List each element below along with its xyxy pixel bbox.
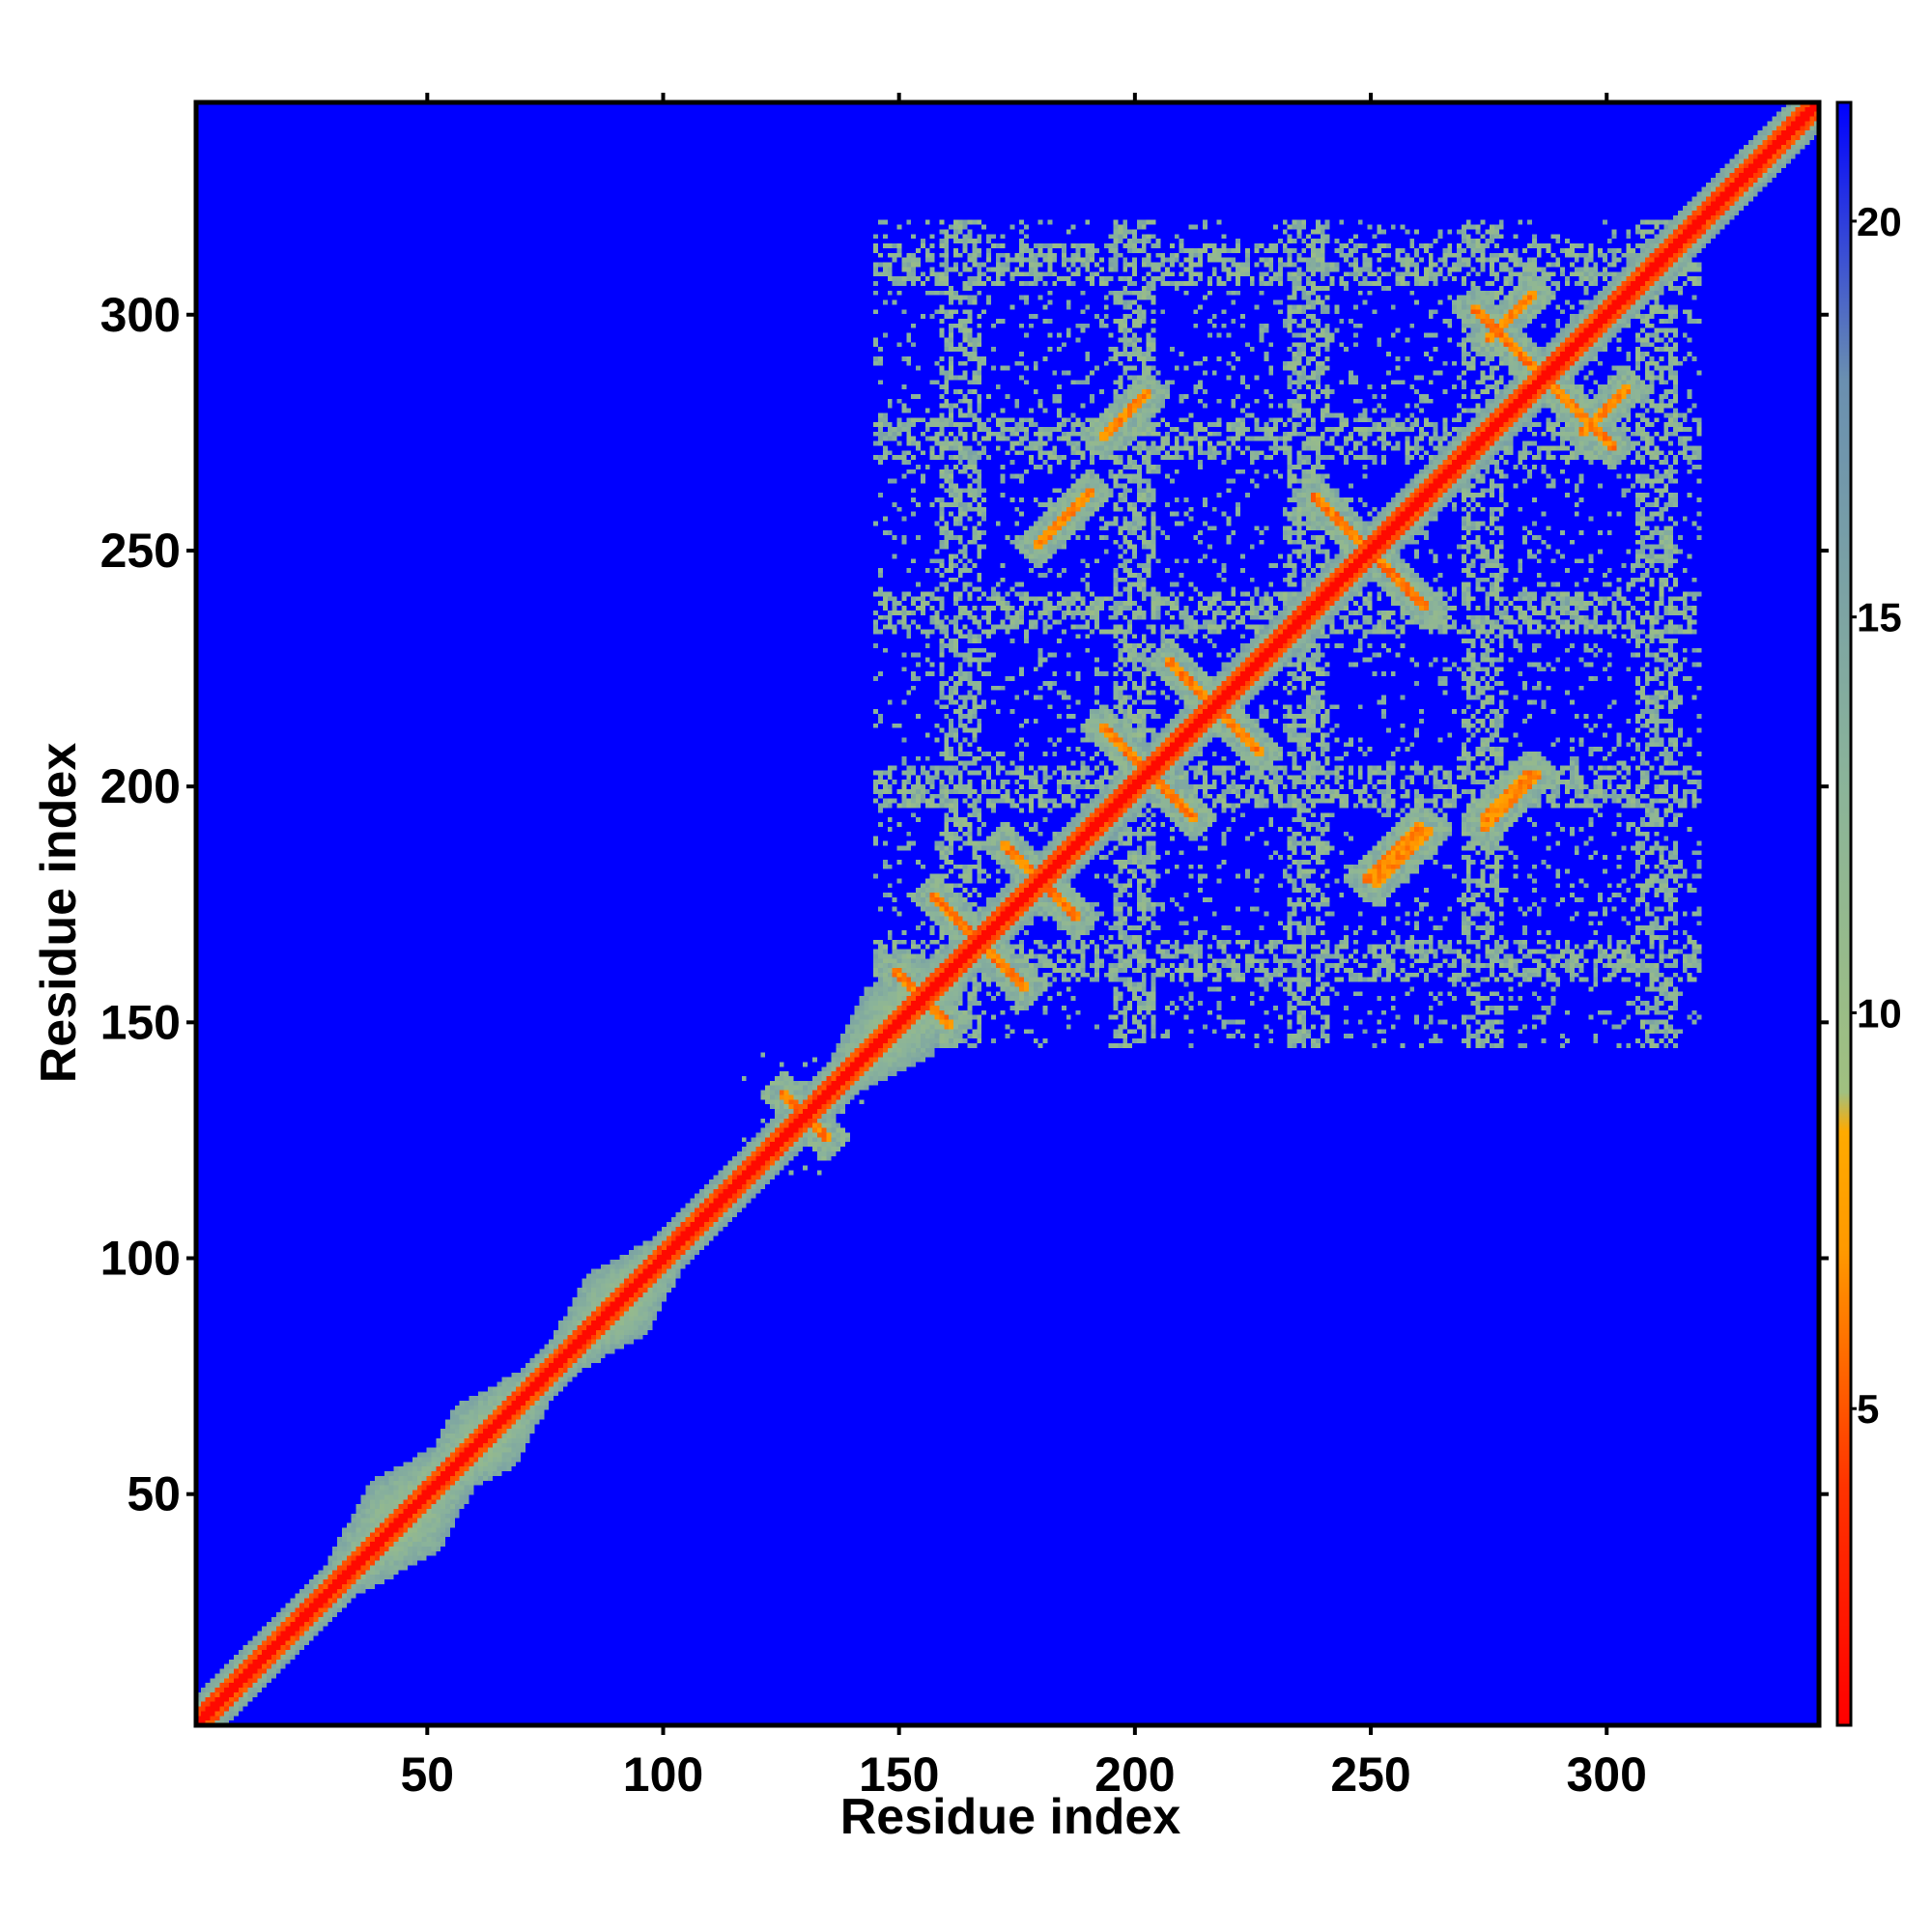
colorbar-tick-label: 20: [1857, 199, 1902, 244]
x-axis-title: Residue index: [840, 1789, 1181, 1845]
colorbar-tick-label: 10: [1857, 990, 1902, 1036]
y-axis-title: Residue index: [31, 743, 87, 1084]
x-tick-label: 300: [1567, 1747, 1647, 1802]
heatmap-image: [196, 102, 1819, 1725]
colorbar-bar: [1835, 100, 1853, 1727]
colorbar-tick-label: 5: [1857, 1386, 1879, 1432]
y-tick-label: 300: [100, 288, 181, 342]
x-tick-label: 250: [1330, 1747, 1410, 1802]
x-tick-label: 50: [400, 1747, 454, 1802]
x-tick-label: 200: [1094, 1747, 1175, 1802]
axes: 50 100 150 200 250 300 50 100 150 200 250 300: [100, 93, 1829, 1802]
colorbar-tick-label: 15: [1857, 595, 1902, 640]
y-tick-label: 200: [100, 759, 181, 813]
y-tick-label: 150: [100, 995, 181, 1049]
x-tick-label: 150: [859, 1747, 939, 1802]
colorbar: 5 10 15 20: [1835, 100, 1902, 1727]
x-tick-label: 100: [623, 1747, 703, 1802]
y-tick-label: 50: [127, 1467, 181, 1521]
plot-area: [196, 102, 1819, 1725]
plot-frame: [193, 99, 1822, 1728]
y-tick-label: 100: [100, 1232, 181, 1286]
y-tick-label: 250: [100, 524, 181, 578]
